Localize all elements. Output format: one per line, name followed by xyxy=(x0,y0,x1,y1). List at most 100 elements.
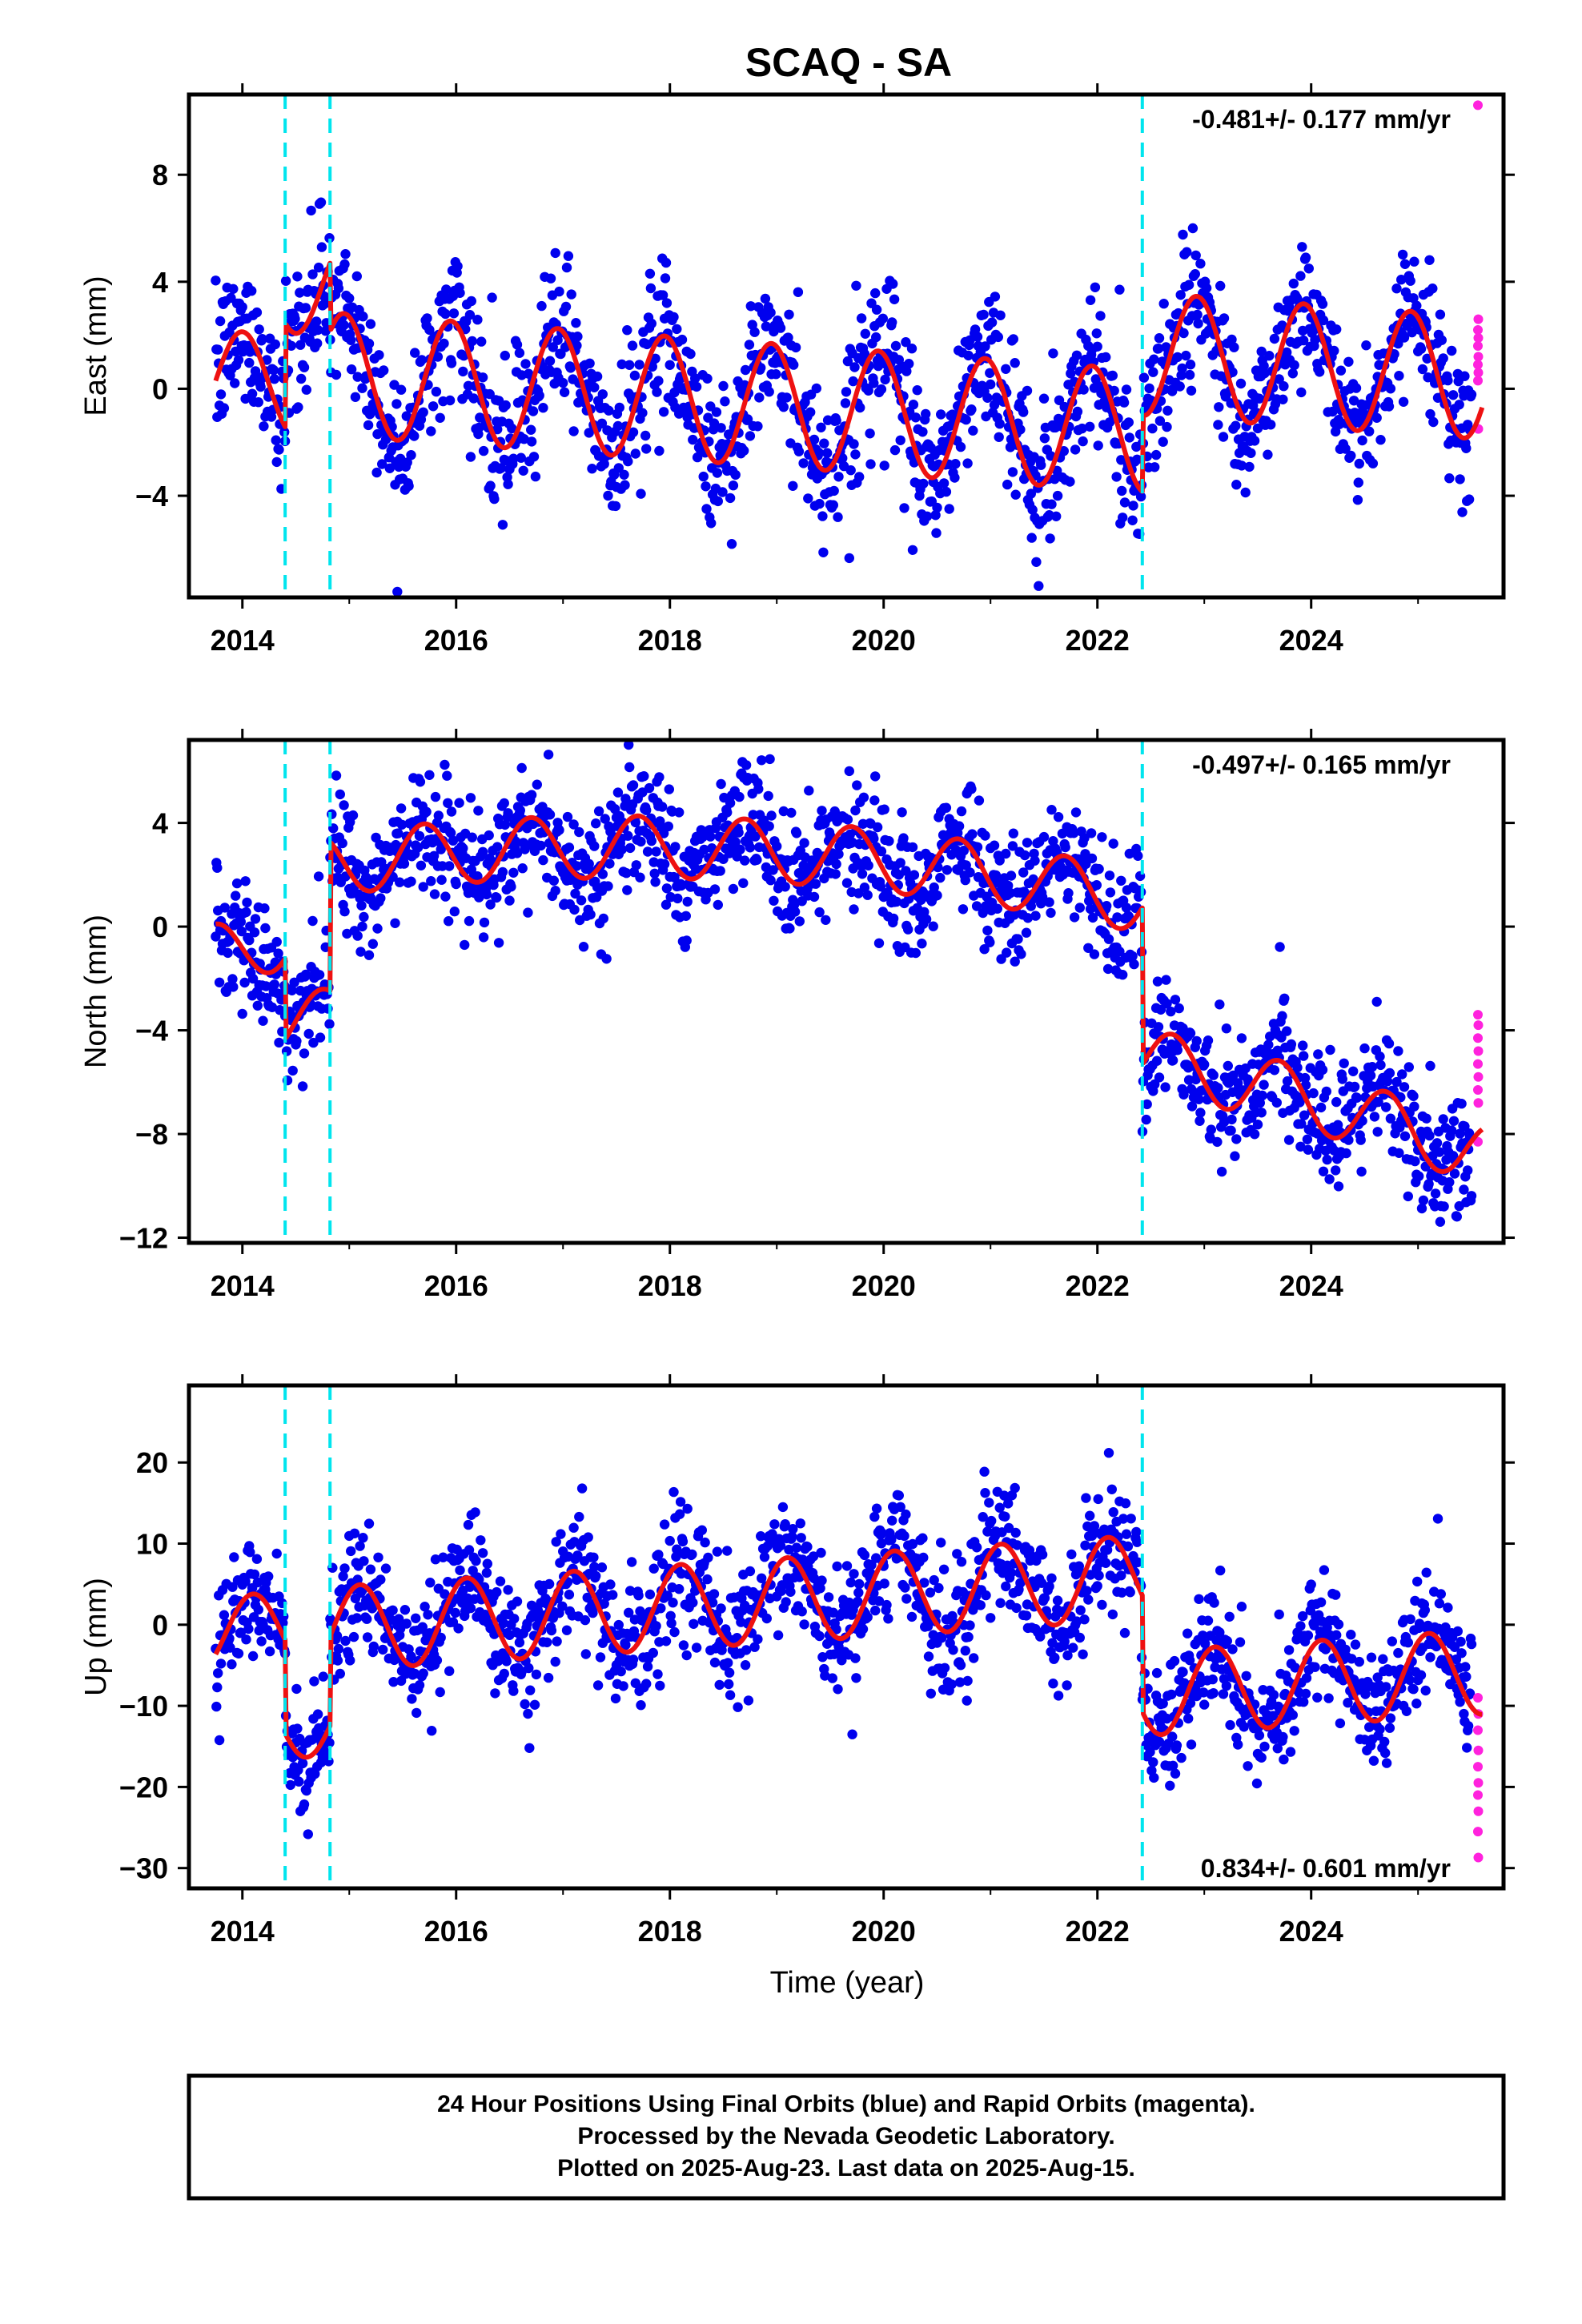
final-orbit-point xyxy=(707,1598,718,1608)
final-orbit-point xyxy=(994,1502,1005,1513)
final-orbit-point xyxy=(230,378,240,388)
final-orbit-point xyxy=(455,287,465,298)
final-orbit-point xyxy=(253,1604,263,1615)
final-orbit-point xyxy=(1082,1586,1092,1596)
final-orbit-point xyxy=(616,844,627,854)
final-orbit-point xyxy=(681,911,691,922)
final-orbit-point xyxy=(1322,1154,1332,1165)
final-orbit-point xyxy=(270,339,280,350)
final-orbit-point xyxy=(394,1614,404,1624)
final-orbit-point xyxy=(966,404,977,415)
final-orbit-point xyxy=(292,1723,303,1734)
final-orbit-point xyxy=(906,1611,917,1622)
final-orbit-point xyxy=(1356,1166,1367,1177)
final-orbit-point xyxy=(574,1511,584,1522)
final-orbit-point xyxy=(1324,1174,1335,1184)
final-orbit-point xyxy=(1174,1003,1184,1014)
final-orbit-point xyxy=(948,1645,958,1655)
rapid-orbit-point xyxy=(1473,360,1483,370)
rapid-orbit-point xyxy=(1473,1020,1484,1031)
final-orbit-point xyxy=(1343,356,1354,367)
final-orbit-point xyxy=(546,1625,557,1636)
final-orbit-point xyxy=(1248,400,1259,411)
final-orbit-point xyxy=(1321,1086,1332,1097)
final-orbit-point xyxy=(831,1624,841,1634)
final-orbit-point xyxy=(1233,1739,1243,1750)
final-orbit-point xyxy=(1381,1682,1391,1692)
final-orbit-point xyxy=(1265,1031,1275,1042)
final-orbit-point xyxy=(426,426,436,436)
final-orbit-point xyxy=(1153,1022,1164,1032)
final-orbit-point xyxy=(1384,1723,1395,1733)
final-orbit-point xyxy=(1167,1760,1178,1771)
y-tick-label: 0 xyxy=(152,372,168,405)
final-orbit-point xyxy=(362,1614,372,1624)
final-orbit-point xyxy=(1269,1065,1280,1076)
final-orbit-point xyxy=(1461,1671,1472,1682)
final-orbit-point xyxy=(1070,444,1081,455)
final-orbit-point xyxy=(542,1637,552,1647)
final-orbit-point xyxy=(1348,1066,1359,1077)
final-orbit-point xyxy=(1091,880,1102,891)
final-orbit-point xyxy=(1078,384,1089,395)
x-tick-label: 2020 xyxy=(852,624,916,657)
final-orbit-point xyxy=(564,842,575,853)
final-orbit-point xyxy=(339,259,350,270)
final-orbit-point xyxy=(1331,1165,1341,1176)
final-orbit-point xyxy=(514,1637,525,1648)
final-orbit-point xyxy=(1070,1569,1082,1580)
final-orbit-point xyxy=(1325,1044,1335,1055)
final-orbit-point xyxy=(489,493,500,505)
final-orbit-point xyxy=(1354,1656,1365,1667)
final-orbit-point xyxy=(1372,1672,1383,1683)
final-orbit-point xyxy=(1132,1537,1142,1547)
final-orbit-point xyxy=(351,1613,362,1623)
final-orbit-point xyxy=(936,409,946,420)
final-orbit-point xyxy=(484,830,494,841)
final-orbit-point xyxy=(470,1507,480,1518)
final-orbit-point xyxy=(342,928,352,939)
final-orbit-point xyxy=(799,1619,809,1630)
final-orbit-point xyxy=(688,1598,698,1608)
final-orbit-point xyxy=(650,877,661,887)
final-orbit-point xyxy=(465,793,476,803)
final-orbit-point xyxy=(626,1557,637,1567)
final-orbit-point xyxy=(1381,1102,1391,1112)
final-orbit-point xyxy=(247,388,258,399)
plot-area xyxy=(211,740,1484,1243)
final-orbit-point xyxy=(228,283,239,294)
final-orbit-point xyxy=(1444,1177,1455,1188)
final-orbit-point xyxy=(444,916,454,927)
final-orbit-point xyxy=(979,1466,990,1477)
final-orbit-point xyxy=(646,835,656,846)
final-orbit-point xyxy=(249,1569,260,1580)
final-orbit-point xyxy=(654,445,665,456)
final-orbit-point xyxy=(1074,903,1086,913)
final-orbit-point xyxy=(985,937,995,947)
final-orbit-point xyxy=(1215,999,1225,1010)
final-orbit-point xyxy=(243,1623,254,1634)
final-orbit-point xyxy=(372,923,383,934)
final-orbit-point xyxy=(820,1671,830,1681)
final-orbit-point xyxy=(406,876,416,887)
final-orbit-point xyxy=(669,1486,679,1498)
final-orbit-point xyxy=(966,784,977,794)
final-orbit-point xyxy=(412,1707,422,1719)
final-orbit-point xyxy=(980,1488,990,1498)
plot-area xyxy=(211,94,1485,597)
final-orbit-point xyxy=(995,310,1006,320)
final-orbit-point xyxy=(493,1656,504,1667)
final-orbit-point xyxy=(1149,354,1159,364)
final-orbit-point xyxy=(886,1534,897,1546)
final-orbit-point xyxy=(312,324,323,336)
final-orbit-point xyxy=(982,925,993,936)
final-orbit-point xyxy=(592,1680,604,1691)
final-orbit-point xyxy=(1427,283,1438,294)
final-orbit-point xyxy=(1193,318,1203,329)
final-orbit-point xyxy=(669,312,679,323)
final-orbit-point xyxy=(1016,949,1026,959)
final-orbit-point xyxy=(1093,440,1103,451)
final-orbit-point xyxy=(1292,1062,1303,1073)
final-orbit-point xyxy=(599,1598,609,1609)
final-orbit-point xyxy=(355,1541,365,1551)
